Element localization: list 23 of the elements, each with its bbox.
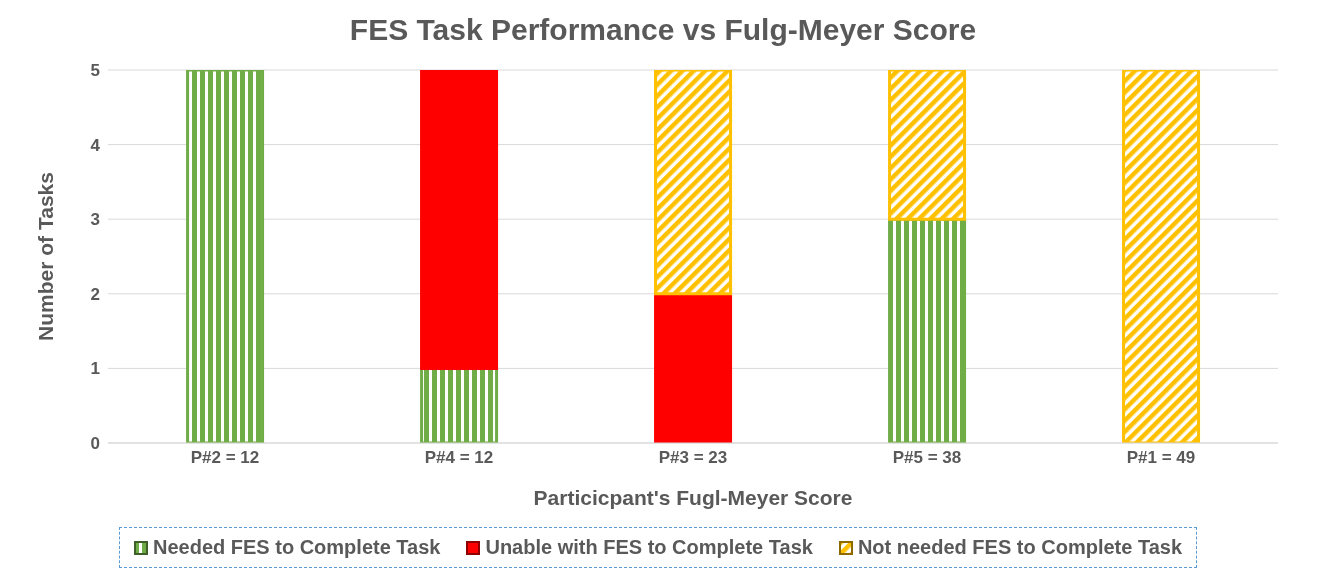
bar bbox=[420, 70, 499, 370]
x-tick-label: P#5 = 38 bbox=[892, 448, 962, 468]
x-tick-label: P#3 = 23 bbox=[658, 448, 728, 468]
y-tick-label: 2 bbox=[90, 284, 100, 304]
legend-label: Not needed FES to Complete Task bbox=[856, 536, 1183, 559]
y-tick-label: 5 bbox=[90, 61, 100, 81]
bar bbox=[888, 70, 967, 221]
y-tick-label: 3 bbox=[90, 210, 100, 230]
chart-title: FES Task Performance vs Fulg-Meyer Score bbox=[348, 12, 978, 48]
bar bbox=[186, 70, 265, 443]
y-tick-label: 4 bbox=[90, 135, 101, 155]
bar bbox=[654, 292, 733, 443]
x-tick-label: P#2 = 12 bbox=[190, 448, 260, 468]
y-tick-label: 1 bbox=[90, 359, 100, 379]
bar bbox=[1122, 70, 1201, 443]
y-tick-label: 0 bbox=[90, 434, 100, 454]
x-tick-label: P#4 = 12 bbox=[424, 448, 494, 468]
bar bbox=[654, 70, 733, 296]
legend-label: Needed FES to Complete Task bbox=[151, 536, 441, 559]
y-axis-title: Number of Tasks bbox=[34, 172, 58, 341]
legend-label: Unable with FES to Complete Task bbox=[484, 536, 813, 559]
x-tick-label: P#1 = 49 bbox=[1126, 448, 1196, 468]
x-axis-title: Particicpant's Fugl-Meyer Score bbox=[533, 486, 853, 509]
